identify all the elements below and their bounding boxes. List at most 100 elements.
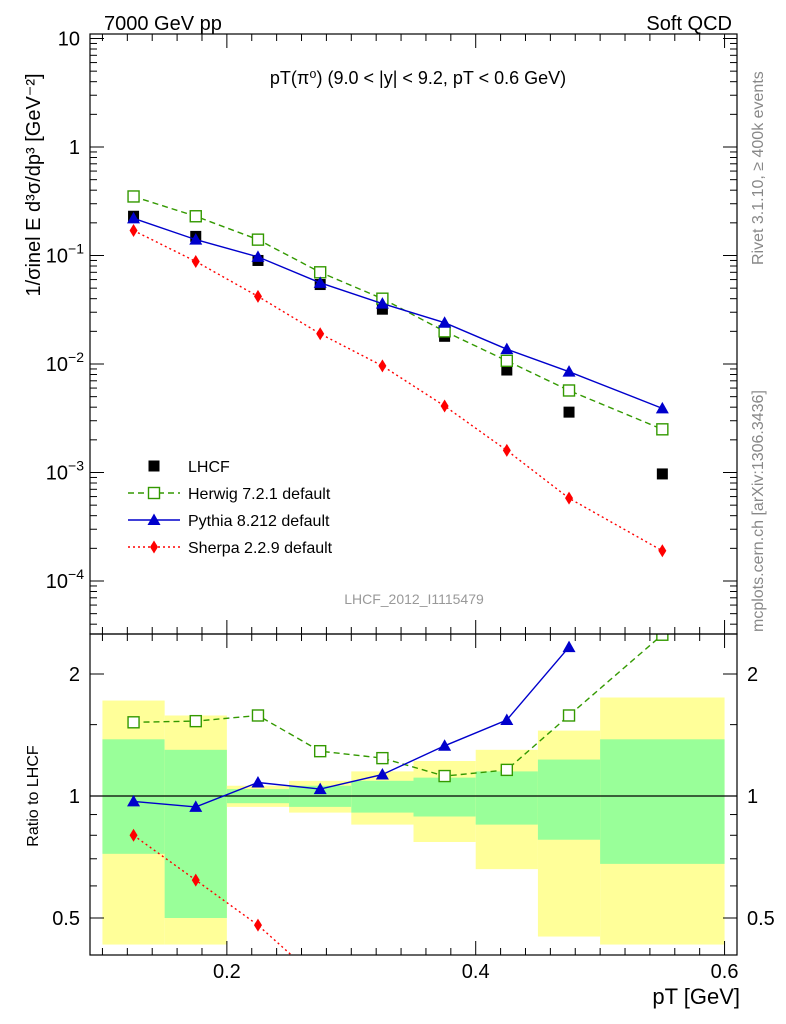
main-point-pythia — [251, 250, 265, 262]
main-ytick-exponent: −1 — [68, 241, 84, 257]
ratio-series-line-herwig — [133, 634, 663, 777]
band-inner — [600, 739, 725, 864]
main-ytick-label: 1 — [69, 137, 80, 159]
legend-marker-herwig — [147, 486, 161, 500]
legend-label-lhcf: LHCF — [188, 459, 230, 476]
main-point-pythia — [189, 233, 203, 245]
main-point-herwig — [500, 354, 514, 368]
ratio-xtick-label: 0.2 — [213, 961, 241, 983]
main-point-sherpa — [191, 255, 200, 269]
legend-label-sherpa: Sherpa 2.2.9 default — [188, 540, 333, 557]
band-inner — [413, 777, 476, 817]
ratio-point-sherpa — [253, 918, 262, 932]
ratio-point-pythia — [127, 794, 141, 807]
band-inner — [475, 771, 538, 825]
main-series-line-herwig — [133, 195, 663, 430]
main-ylabel: 1/σinel E d³σ/dp³ [GeV⁻²] — [23, 73, 45, 296]
ratio-point-herwig — [313, 744, 327, 758]
ratio-ylabel: Ratio to LHCF — [25, 745, 42, 847]
ratio-point-herwig — [656, 634, 669, 641]
ratio-ytick-label-left: 0.5 — [52, 908, 80, 930]
legend-marker-pythia — [147, 513, 161, 525]
main-point-sherpa — [658, 544, 667, 558]
main-axes: 10 1 10−1 10−2 10−3 10−4 — [46, 29, 737, 634]
ratio-series-group — [127, 634, 669, 987]
ratio-point-herwig — [438, 769, 451, 783]
watermark: LHCF_2012_I1115479 — [344, 591, 484, 607]
main-plot-area — [127, 190, 669, 558]
ratio-xlabel: pT [GeV] — [652, 984, 740, 1009]
main-point-herwig — [251, 233, 265, 246]
main-point-pythia — [313, 276, 327, 288]
ratio-point-pythia — [562, 640, 576, 653]
ratio-ytick-label-right: 2 — [747, 664, 758, 686]
main-point-herwig — [656, 423, 669, 436]
main-point-herwig — [189, 210, 202, 223]
main-point-sherpa — [440, 399, 449, 413]
main-ytick-exponent: −4 — [68, 566, 84, 582]
main-point-pythia — [438, 316, 452, 328]
main-point-sherpa — [316, 327, 325, 341]
ratio-point-herwig — [127, 716, 140, 729]
header-left: 7000 GeV pp — [104, 13, 222, 35]
main-series-line-pythia — [133, 217, 663, 410]
ratio-point-herwig — [251, 709, 265, 722]
ratio-point-pythia — [189, 800, 203, 812]
ratio-axes: 2 2 1 1 0.5 0.5 0.2 0.4 0.6 — [52, 634, 775, 983]
legend-label-herwig: Herwig 7.2.1 default — [188, 486, 331, 503]
main-point-pythia — [562, 365, 576, 377]
main-point-herwig — [127, 190, 140, 203]
side-text-bottom: mcplots.cern.ch [arXiv:1306.3436] — [750, 390, 767, 632]
main-series-line-sherpa — [133, 229, 663, 552]
legend-marker-sherpa — [150, 540, 158, 554]
ratio-point-pythia — [375, 767, 389, 780]
ratio-point-herwig — [562, 709, 576, 722]
main-title-text: pT(π⁰) (9.0 < |y| < 9.2, pT < 0.6 GeV) — [270, 68, 566, 88]
side-text-top: Rivet 3.1.10, ≥ 400k events — [750, 71, 767, 265]
ratio-point-sherpa — [129, 828, 138, 842]
ratio-point-sherpa — [316, 974, 324, 987]
main-point-pythia — [127, 211, 141, 224]
main-ytick-label: 10−1 — [46, 241, 84, 268]
main-point-sherpa — [502, 443, 511, 457]
band-inner — [351, 780, 414, 813]
main-point-herwig — [562, 384, 576, 397]
ratio-frame — [89, 633, 738, 956]
ratio-series-line-sherpa — [133, 834, 293, 955]
ratio-ytick-label-left: 2 — [69, 664, 80, 686]
main-ytick-exponent: −2 — [68, 349, 84, 365]
main-point-herwig — [313, 266, 327, 279]
ratio-xtick-label: 0.6 — [711, 961, 739, 983]
main-point-pythia — [375, 297, 389, 309]
legend: LHCF Herwig 7.2.1 default Pythia 8.212 def… — [128, 459, 333, 557]
ratio-ytick-label-right: 1 — [747, 786, 758, 808]
main-point-sherpa — [378, 359, 387, 373]
ratio-point-pythia — [500, 713, 514, 726]
ratio-point-pythia — [313, 782, 327, 795]
main-point-pythia — [655, 401, 669, 414]
header-right: Soft QCD — [646, 13, 732, 35]
main-ytick-label: 10−4 — [46, 566, 84, 593]
main-ytick-exponent: −3 — [68, 458, 84, 474]
ratio-point-herwig — [376, 751, 389, 765]
main-point-sherpa — [253, 289, 262, 303]
ratio-xtick-label: 0.4 — [462, 961, 490, 983]
legend-marker-lhcf — [148, 460, 160, 472]
ratio-point-herwig — [189, 714, 202, 728]
main-title: pT(π⁰) (9.0 < |y| < 9.2, pT < 0.6 GeV) — [270, 68, 566, 88]
ratio-series-line-pythia — [133, 646, 570, 808]
main-ytick-label: 10 — [58, 29, 80, 51]
main-point-sherpa — [565, 491, 574, 505]
ratio-ytick-label-left: 1 — [69, 786, 80, 808]
legend-label-pythia: Pythia 8.212 default — [188, 513, 330, 530]
ratio-point-pythia — [438, 739, 452, 751]
ratio-point-pythia — [251, 775, 265, 788]
ratio-ytick-label-right: 0.5 — [747, 908, 775, 930]
ratio-point-sherpa — [191, 873, 200, 887]
main-point-lhcf — [656, 468, 668, 480]
band-inner — [164, 749, 227, 918]
ratio-point-herwig — [500, 763, 514, 777]
band-inner — [537, 759, 601, 840]
ratio-uncertainty-bands — [90, 697, 737, 945]
main-point-sherpa — [129, 223, 138, 237]
